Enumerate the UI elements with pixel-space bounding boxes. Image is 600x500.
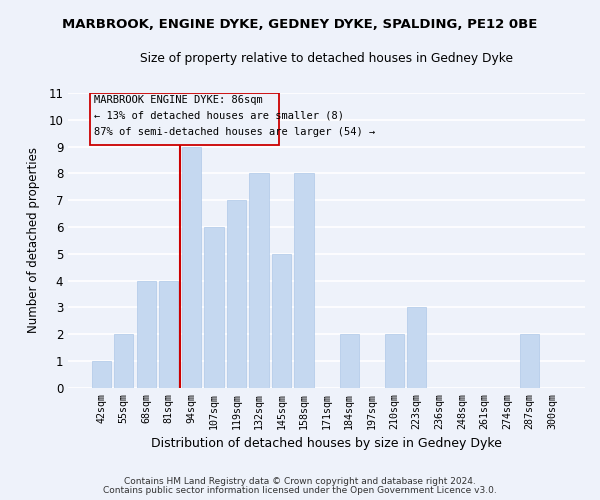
Text: 87% of semi-detached houses are larger (54) →: 87% of semi-detached houses are larger (… <box>94 127 375 137</box>
Bar <box>340 334 359 388</box>
Bar <box>520 334 539 388</box>
Y-axis label: Number of detached properties: Number of detached properties <box>27 148 40 334</box>
Bar <box>205 227 224 388</box>
Bar <box>114 334 133 388</box>
Bar <box>407 308 427 388</box>
Text: MARBROOK, ENGINE DYKE, GEDNEY DYKE, SPALDING, PE12 0BE: MARBROOK, ENGINE DYKE, GEDNEY DYKE, SPAL… <box>62 18 538 30</box>
Bar <box>272 254 291 388</box>
Text: ← 13% of detached houses are smaller (8): ← 13% of detached houses are smaller (8) <box>94 110 344 120</box>
Title: Size of property relative to detached houses in Gedney Dyke: Size of property relative to detached ho… <box>140 52 513 66</box>
Text: Contains public sector information licensed under the Open Government Licence v3: Contains public sector information licen… <box>103 486 497 495</box>
Bar <box>137 280 156 388</box>
Bar <box>182 146 201 388</box>
Bar <box>250 174 269 388</box>
X-axis label: Distribution of detached houses by size in Gedney Dyke: Distribution of detached houses by size … <box>151 437 502 450</box>
Bar <box>385 334 404 388</box>
Bar <box>227 200 246 388</box>
Bar <box>295 174 314 388</box>
Bar <box>91 93 279 146</box>
Bar <box>159 280 178 388</box>
Bar <box>92 361 111 388</box>
Text: MARBROOK ENGINE DYKE: 86sqm: MARBROOK ENGINE DYKE: 86sqm <box>94 95 263 105</box>
Text: Contains HM Land Registry data © Crown copyright and database right 2024.: Contains HM Land Registry data © Crown c… <box>124 477 476 486</box>
